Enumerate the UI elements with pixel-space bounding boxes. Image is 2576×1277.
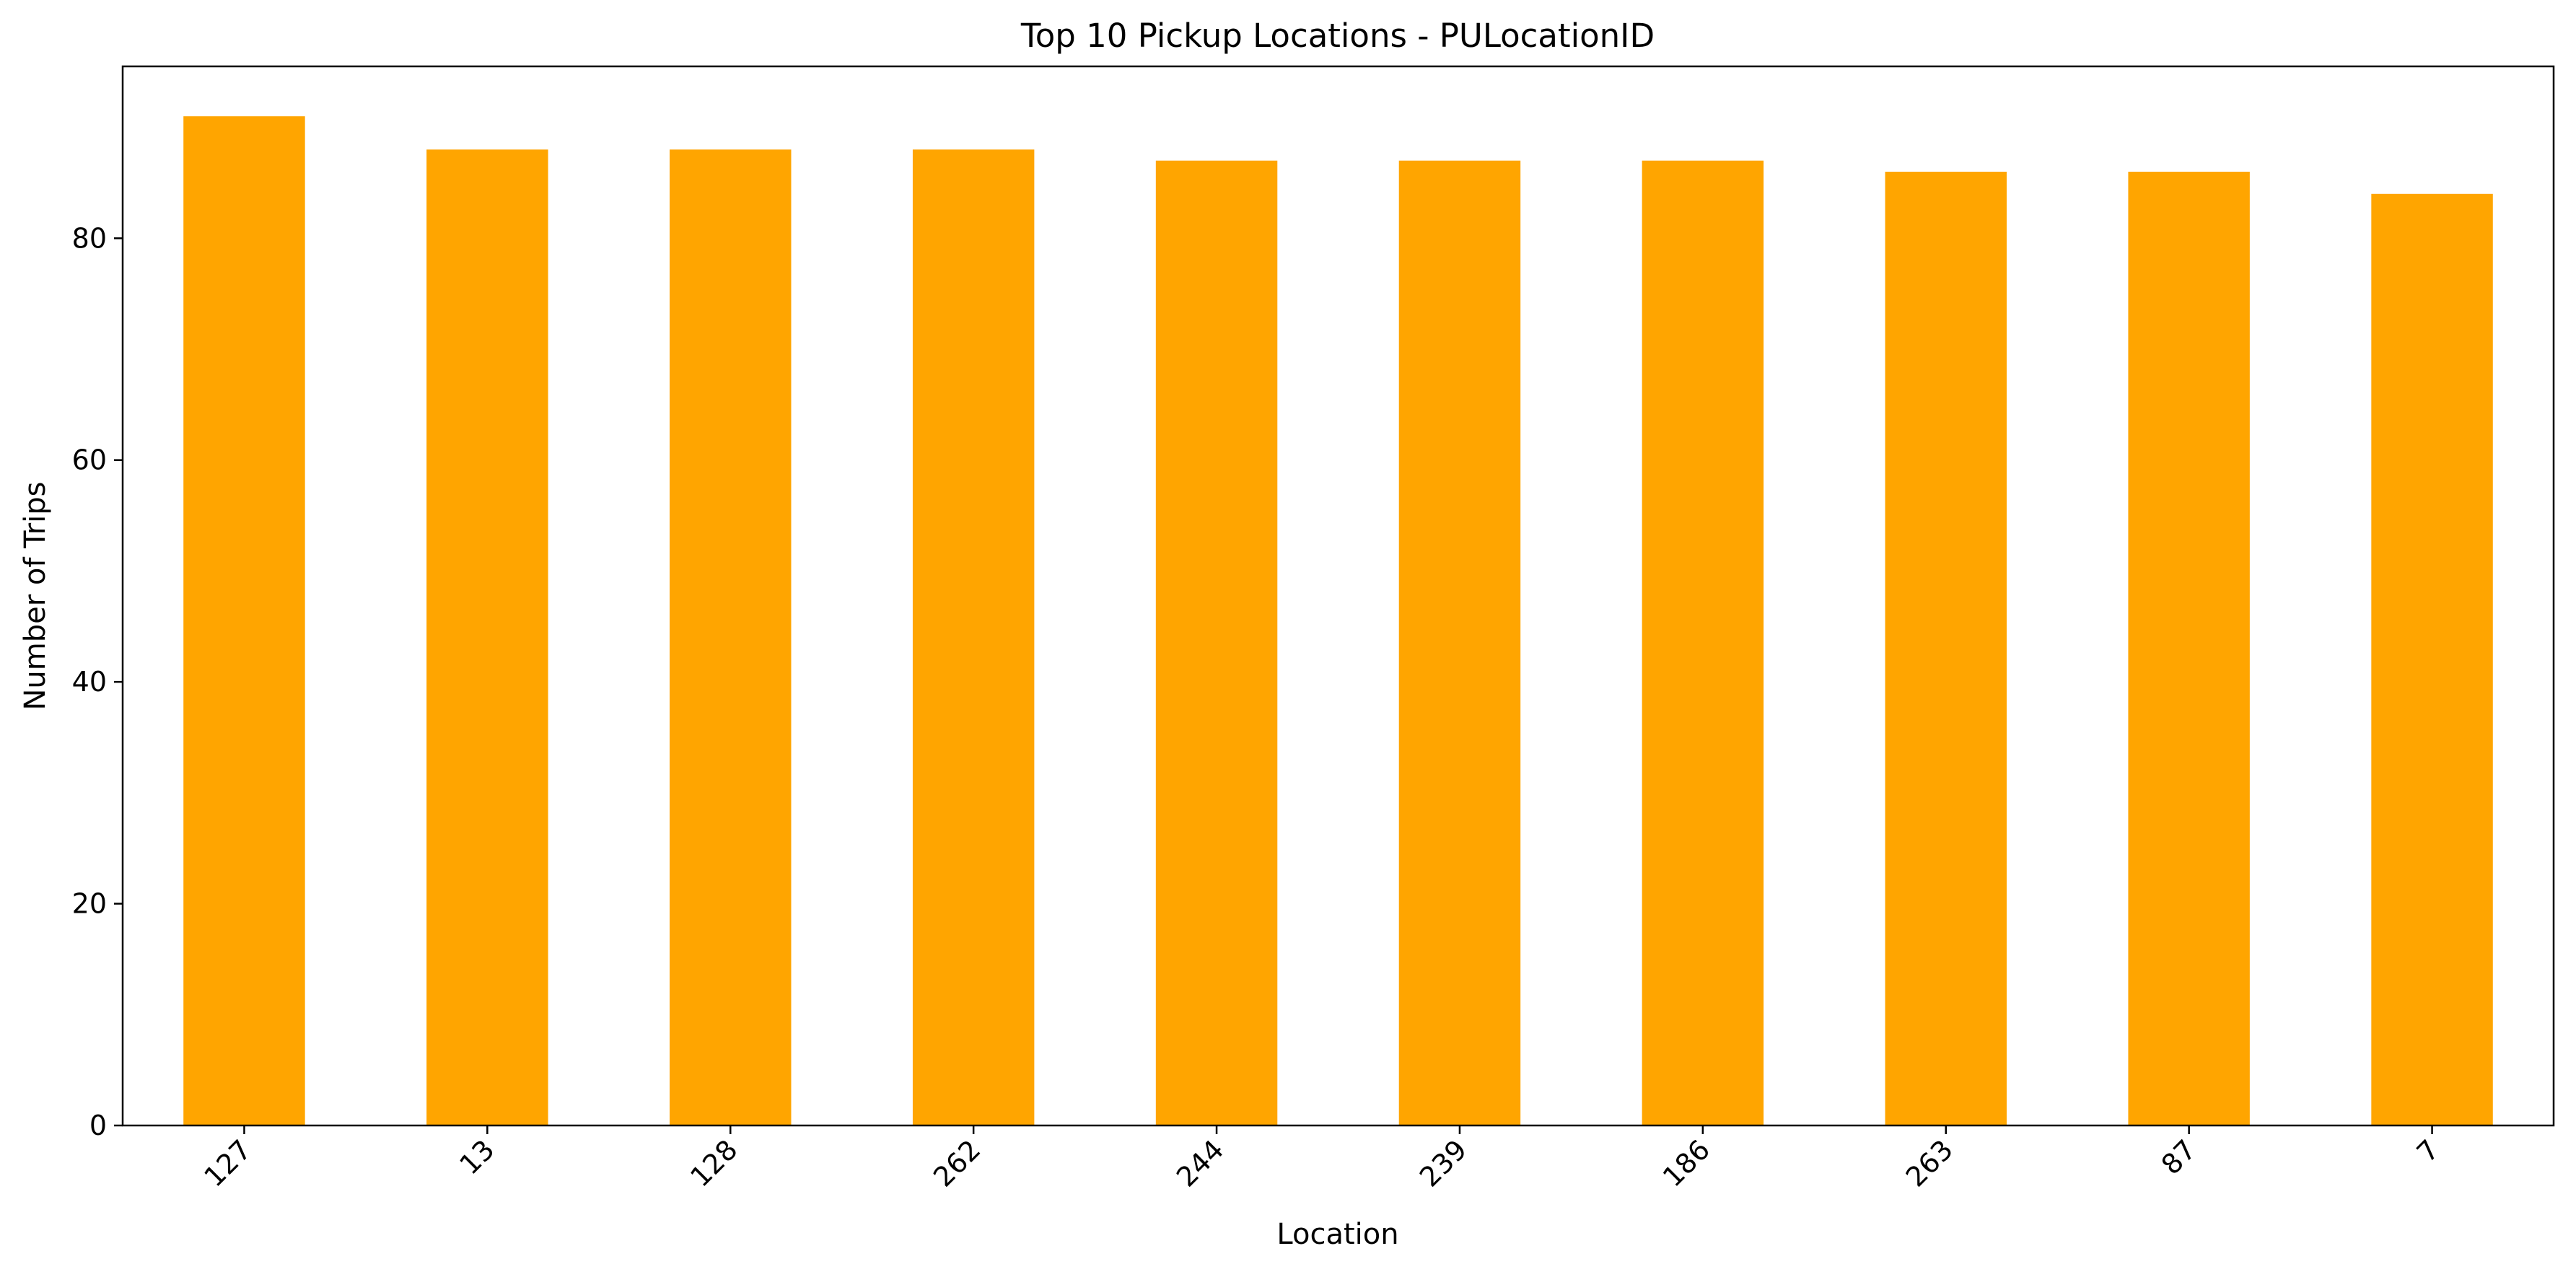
y-tick-label: 20 [72, 888, 107, 920]
x-tick-label: 244 [1170, 1133, 1230, 1193]
y-tick-label: 80 [72, 222, 107, 254]
y-tick-label: 40 [72, 666, 107, 698]
bar-7 [2371, 193, 2493, 1125]
bar-186 [1642, 160, 1764, 1126]
bar-263 [1885, 172, 2007, 1126]
x-axis-ticks: 127 13 128 262 244 239 186 263 87 7 [198, 1125, 2445, 1193]
x-tick-label: 239 [1414, 1133, 1473, 1193]
x-axis-label: Location [1276, 1218, 1398, 1251]
y-tick-label: 0 [89, 1110, 107, 1141]
x-tick-label: 87 [2155, 1133, 2202, 1180]
x-tick-label: 262 [927, 1133, 986, 1193]
bar-244 [1155, 160, 1278, 1126]
x-tick-label: 127 [198, 1133, 257, 1193]
plot-frame [121, 65, 2555, 1127]
bar-128 [670, 149, 792, 1125]
x-tick-label: 186 [1657, 1133, 1716, 1193]
y-tick-label: 60 [72, 444, 107, 476]
bar-13 [426, 149, 548, 1125]
bar-239 [1398, 160, 1521, 1126]
bars-layer [183, 116, 2493, 1126]
bar-127 [183, 116, 305, 1126]
x-tick-label: 263 [1900, 1133, 1959, 1193]
x-tick-label: 128 [684, 1133, 743, 1193]
x-tick-label: 13 [453, 1133, 500, 1180]
bar-262 [912, 149, 1035, 1125]
x-tick-label: 7 [2411, 1133, 2445, 1168]
chart-title: Top 10 Pickup Locations - PULocationID [1020, 17, 1655, 55]
y-axis-label: Number of Trips [19, 481, 52, 710]
y-axis-ticks: 0 20 40 60 80 [72, 222, 123, 1141]
bar-87 [2128, 172, 2250, 1126]
